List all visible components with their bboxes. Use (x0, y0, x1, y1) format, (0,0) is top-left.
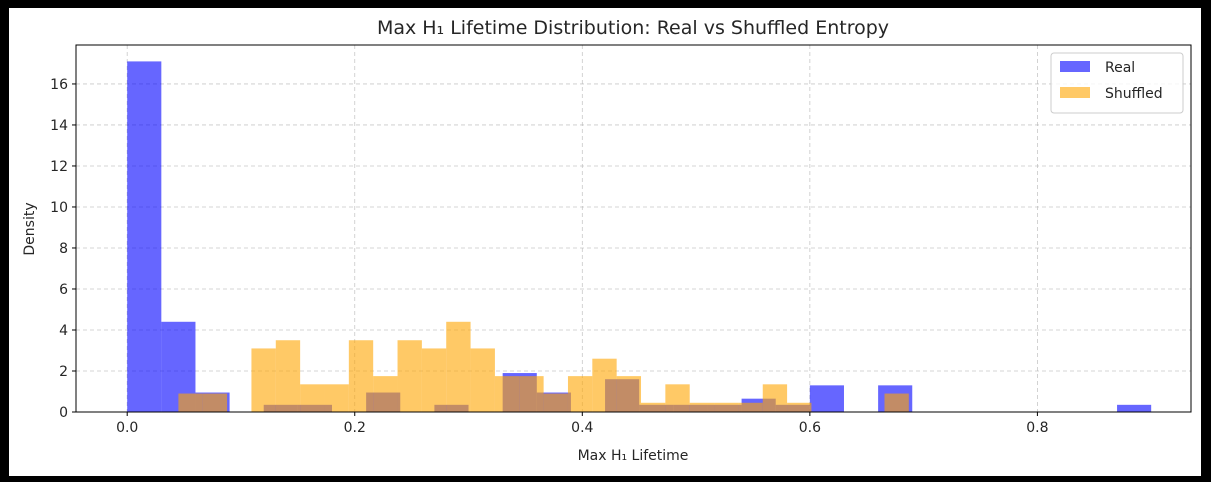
bar-shuffled (762, 384, 788, 412)
bar-shuffled (373, 376, 398, 412)
bars (127, 61, 1152, 413)
y-axis-label: Density (22, 202, 38, 255)
y-tick-label: 6 (59, 282, 68, 298)
bar-shuffled (421, 348, 447, 412)
x-tick-label: 0.2 (344, 420, 366, 436)
bar-shuffled (202, 393, 228, 412)
x-tick-label: 0.6 (799, 420, 821, 436)
bar-shuffled (616, 376, 642, 412)
legend-label-shuffled: Shuffled (1105, 86, 1163, 102)
bar-shuffled (884, 393, 909, 412)
x-tick-label: 0.0 (116, 420, 138, 436)
figure: 0.0 0.2 0.4 0.6 0.8 0 2 4 6 8 10 12 14 16 Max H₁ Life… (9, 8, 1201, 476)
ticks: 0.0 0.2 0.4 0.6 0.8 0 2 4 6 8 10 12 14 16 (50, 77, 1048, 436)
bar-shuffled (251, 348, 276, 412)
y-tick-label: 4 (59, 323, 68, 339)
y-tick-label: 16 (50, 77, 68, 93)
y-tick-label: 14 (50, 118, 68, 134)
y-tick-label: 0 (59, 405, 68, 421)
x-tick-label: 0.8 (1026, 420, 1048, 436)
legend: Real Shuffled (1050, 52, 1184, 114)
y-tick-label: 12 (50, 159, 68, 175)
x-tick-label: 0.4 (571, 420, 593, 436)
legend-label-real: Real (1105, 60, 1135, 76)
bar-shuffled (348, 340, 374, 412)
bar-shuffled (641, 402, 666, 412)
bar-shuffled (689, 402, 715, 412)
bar-shuffled (714, 402, 739, 412)
chart-title: Max H₁ Lifetime Distribution: Real vs Sh… (377, 17, 889, 39)
y-tick-label: 8 (59, 241, 68, 257)
bar-shuffled (787, 402, 812, 412)
bar-shuffled (494, 376, 520, 412)
bar-shuffled (397, 340, 422, 412)
bar-shuffled (446, 321, 471, 412)
bar-shuffled (665, 384, 690, 412)
legend-swatch-shuffled (1060, 87, 1090, 98)
legend-swatch-real (1060, 61, 1090, 72)
bar-real (809, 385, 844, 412)
y-tick-label: 2 (59, 364, 68, 380)
plot-frame (75, 44, 1192, 413)
bar-shuffled (738, 402, 763, 412)
bar-shuffled (543, 393, 568, 412)
bar-shuffled (300, 384, 325, 412)
bar-shuffled (592, 358, 617, 412)
grid (76, 45, 1191, 413)
y-tick-label: 10 (50, 200, 68, 216)
bar-real (1117, 404, 1152, 412)
chart: 0.0 0.2 0.4 0.6 0.8 0 2 4 6 8 10 12 14 16 Max H₁ Life… (22, 17, 1192, 464)
bar-shuffled (275, 340, 301, 412)
bar-shuffled (567, 376, 593, 412)
bar-shuffled (519, 376, 544, 412)
bar-shuffled (470, 348, 495, 412)
bar-shuffled (324, 384, 349, 412)
bar-shuffled (178, 393, 203, 412)
x-axis-label: Max H₁ Lifetime (578, 448, 689, 464)
bar-real (127, 61, 162, 413)
